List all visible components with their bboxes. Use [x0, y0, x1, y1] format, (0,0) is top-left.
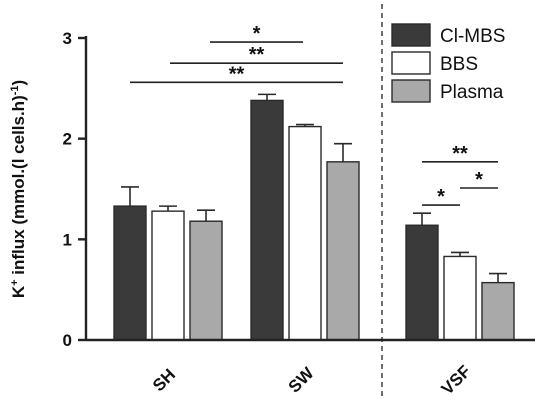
x-category-label: SW	[285, 363, 318, 396]
bar-plasma-sh	[189, 220, 223, 341]
bar-bbs-vsf	[443, 255, 477, 341]
significance-label: *	[253, 23, 261, 45]
y-axis-label: K+ influx (mmol.(l cells.h)-1)	[9, 80, 28, 298]
y-tick-label: 3	[63, 29, 72, 48]
bar-cl-mbs-sw	[250, 99, 284, 341]
bar-cl-mbs-vsf	[405, 224, 439, 341]
legend-swatch-bbs	[391, 51, 431, 75]
x-axis: SH SW VSF	[86, 338, 535, 399]
error-bars	[121, 93, 507, 283]
significance-label: **	[229, 63, 245, 85]
x-category-label: SH	[149, 365, 179, 395]
significance-label: **	[249, 44, 265, 66]
bar-bbs-sw	[288, 125, 322, 341]
y-tick-label: 1	[63, 230, 72, 249]
bar-bbs-sh	[151, 210, 185, 341]
legend-label-cl-mbs: Cl-MBS	[440, 26, 505, 47]
legend-swatch-cl-mbs	[391, 23, 431, 47]
bars	[113, 99, 515, 341]
y-tick-label: 0	[63, 331, 72, 350]
legend-swatch-plasma	[391, 79, 431, 103]
x-category-label: VSF	[438, 362, 475, 399]
significance-label: *	[475, 169, 483, 191]
bar-cl-mbs-sh	[113, 205, 147, 341]
y-axis: 0 1 2 3	[63, 29, 88, 350]
significance-label: *	[437, 186, 445, 208]
significance-brackets: *********	[130, 23, 498, 208]
bar-plasma-sw	[326, 161, 360, 341]
significance-label: **	[452, 143, 468, 165]
legend-label-plasma: Plasma	[440, 82, 504, 103]
legend-label-bbs: BBS	[440, 54, 478, 75]
y-tick-label: 2	[63, 130, 72, 149]
legend: Cl-MBS BBS Plasma	[391, 23, 505, 103]
bar-plasma-vsf	[481, 281, 515, 341]
